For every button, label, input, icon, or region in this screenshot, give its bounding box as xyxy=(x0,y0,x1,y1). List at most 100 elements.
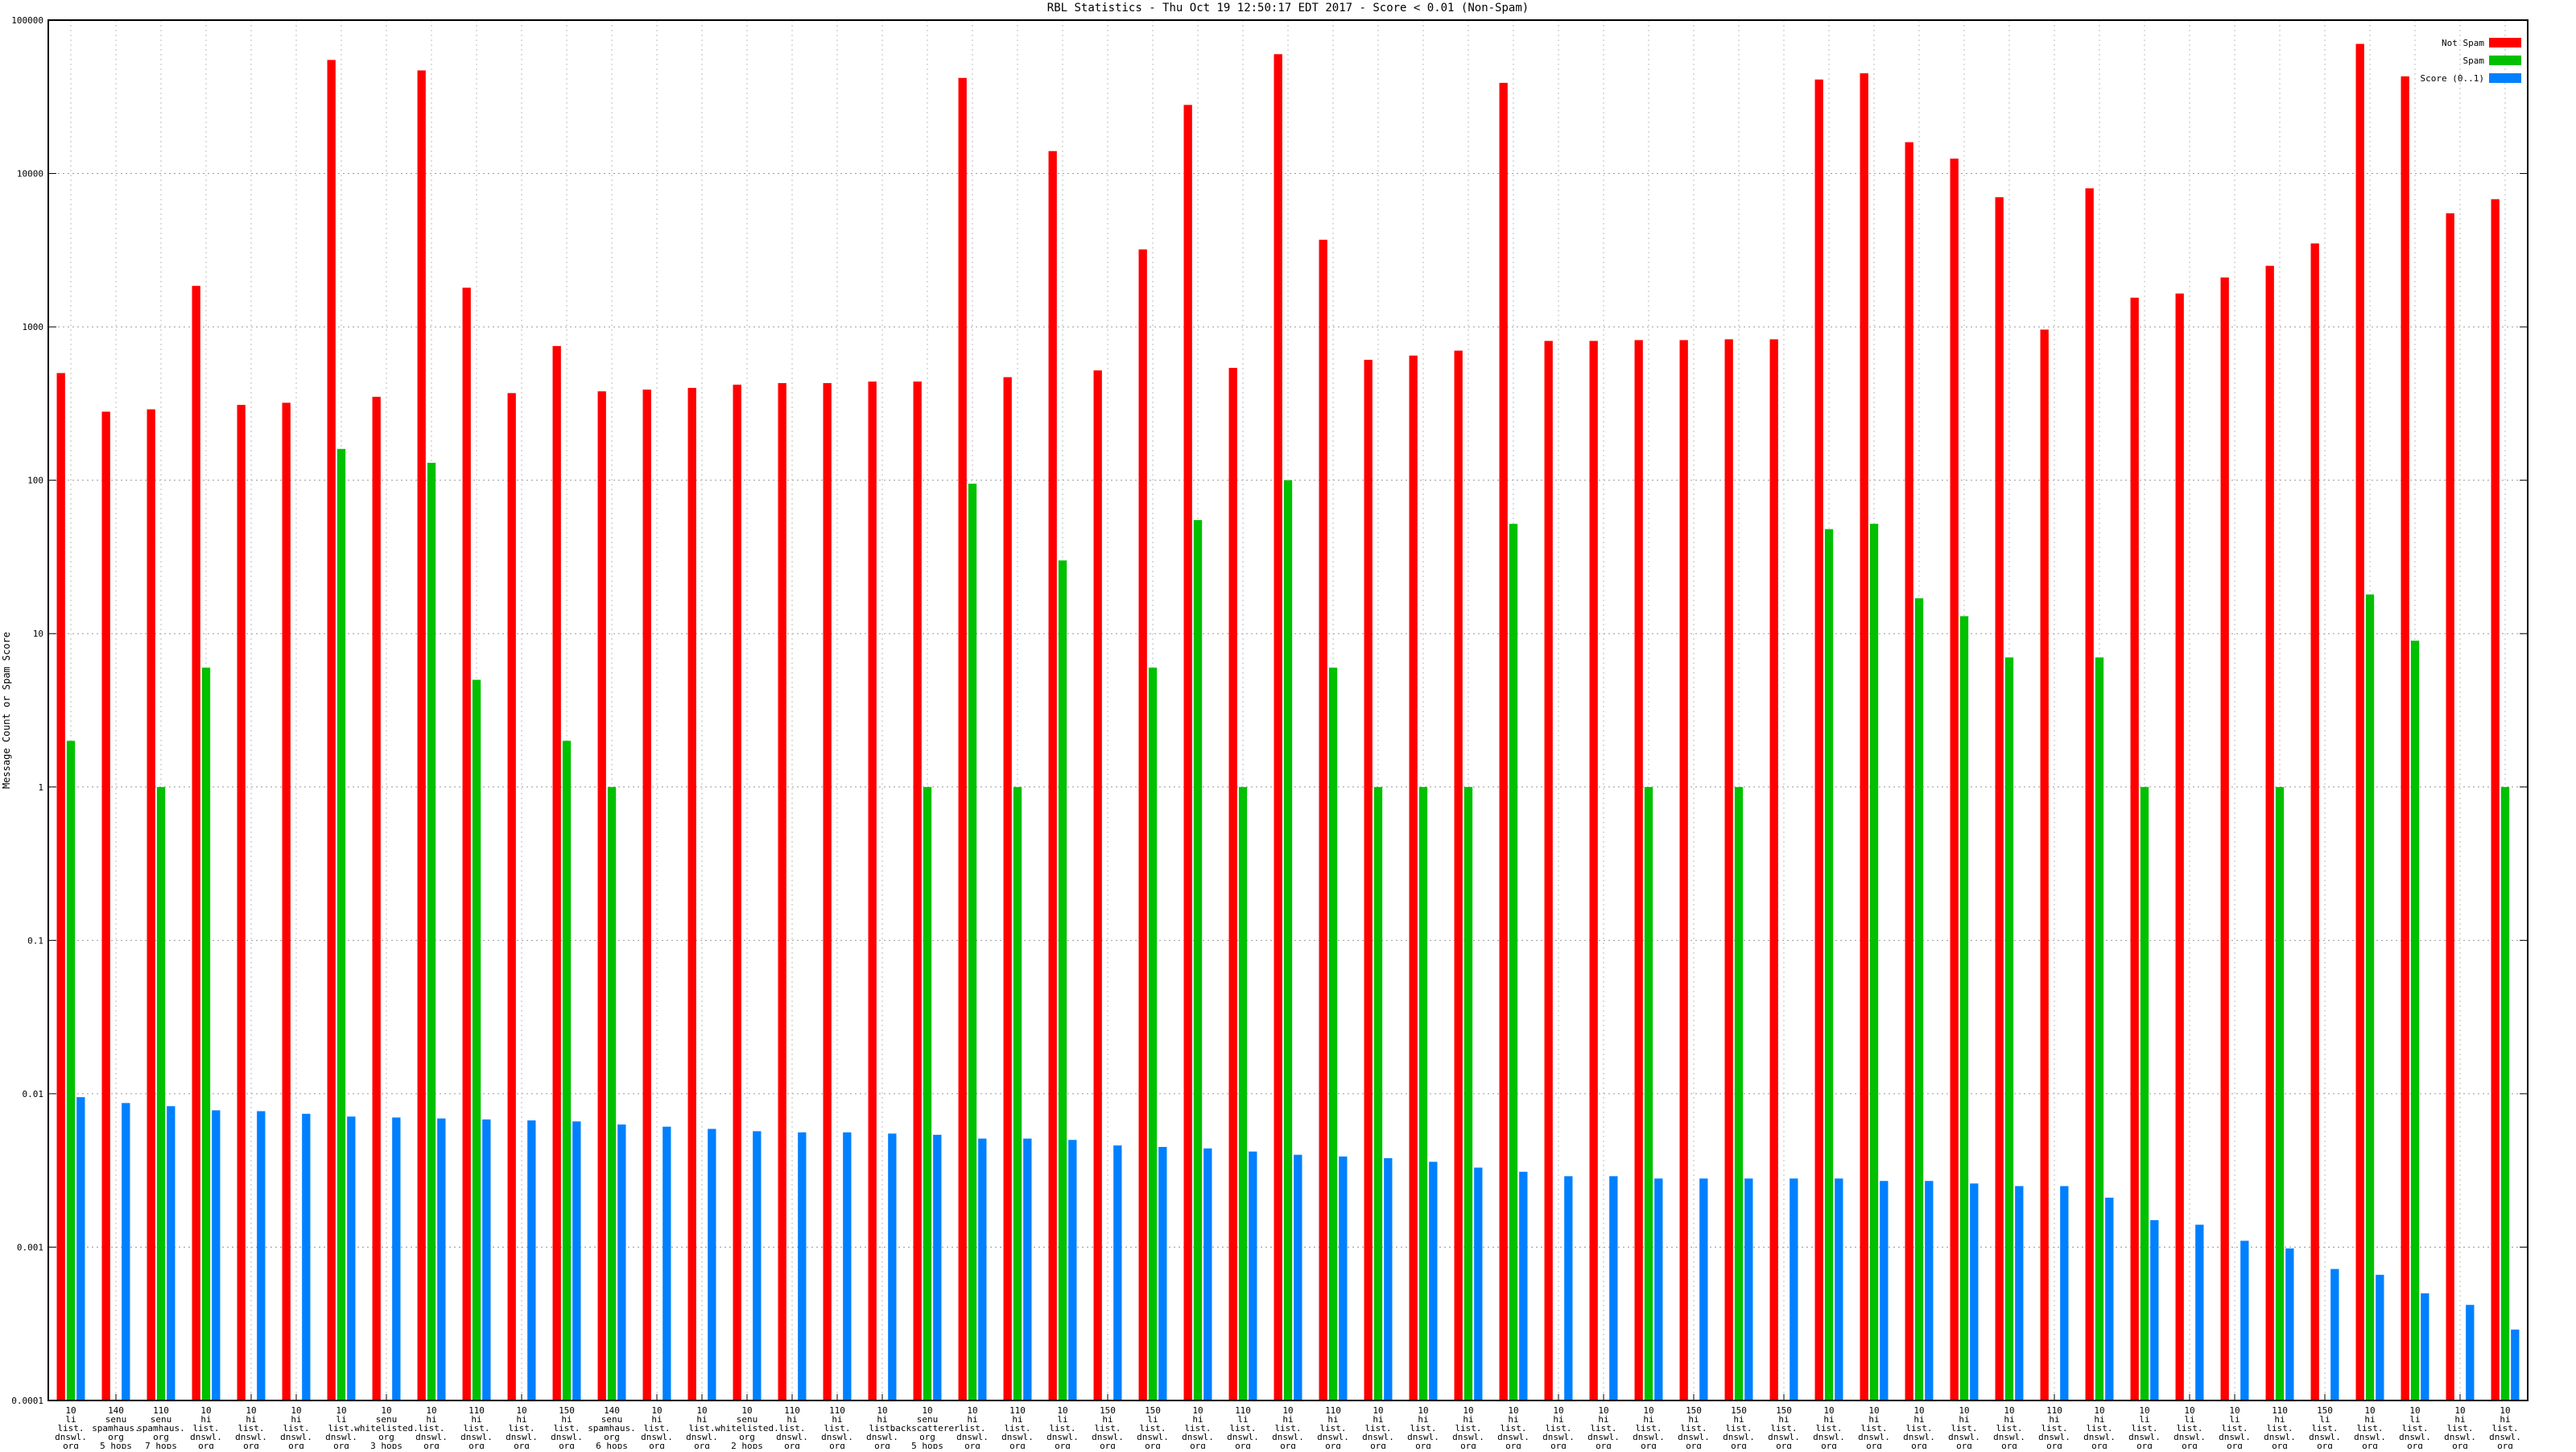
bar-score xyxy=(572,1121,581,1400)
y-tick-label: 0.01 xyxy=(23,1089,44,1099)
bar-spam xyxy=(1734,786,1744,1400)
bar-score xyxy=(2376,1274,2384,1400)
x-tick-label: 10 senu whitelisted. org 3 hops xyxy=(354,1405,418,1449)
bar-not-spam xyxy=(1769,339,1778,1400)
bar-not-spam xyxy=(2401,76,2409,1401)
bar-not-spam xyxy=(1860,73,1868,1401)
bar-not-spam xyxy=(1679,340,1688,1400)
bar-not-spam xyxy=(823,382,832,1401)
bar-spam xyxy=(2004,657,2014,1400)
bar-score xyxy=(1203,1148,1212,1400)
x-tick-label: 140 senu spamhaus. org 5 hops xyxy=(92,1405,140,1449)
bar-not-spam xyxy=(2175,293,2184,1400)
bar-spam xyxy=(336,448,346,1400)
bar-score xyxy=(2060,1186,2069,1400)
bars xyxy=(56,43,2520,1401)
bar-not-spam xyxy=(642,390,651,1400)
bar-score xyxy=(482,1119,491,1400)
bar-not-spam xyxy=(1499,82,1508,1400)
bar-not-spam xyxy=(101,411,110,1400)
bar-score xyxy=(1294,1154,1302,1400)
bar-spam xyxy=(2140,786,2149,1400)
bar-not-spam xyxy=(1093,370,1102,1400)
bar-not-spam xyxy=(958,77,967,1400)
y-tick-label: 1 xyxy=(38,782,43,793)
legend-label: Spam xyxy=(2463,56,2485,66)
bar-not-spam xyxy=(1228,368,1237,1400)
bar-score xyxy=(2466,1305,2475,1400)
bar-score xyxy=(76,1097,85,1400)
bar-spam xyxy=(66,740,76,1400)
legend-swatch xyxy=(2489,73,2521,83)
bar-spam xyxy=(923,786,932,1400)
bar-score xyxy=(1113,1145,1122,1400)
bar-score xyxy=(843,1132,852,1400)
bar-score xyxy=(1970,1183,1979,1400)
bar-score xyxy=(933,1134,942,1400)
y-tick-label: 0.0001 xyxy=(11,1396,43,1406)
bar-spam xyxy=(2365,594,2375,1400)
bar-score xyxy=(1068,1140,1077,1400)
bar-not-spam xyxy=(1138,249,1147,1400)
bar-score xyxy=(167,1106,175,1400)
bar-spam xyxy=(201,667,211,1400)
bar-not-spam xyxy=(1319,239,1327,1400)
bar-score xyxy=(2511,1329,2520,1400)
bar-not-spam xyxy=(2085,188,2094,1400)
bar-spam xyxy=(1058,560,1067,1400)
bar-not-spam xyxy=(687,387,696,1400)
y-tick-label: 100 xyxy=(27,476,43,486)
bar-spam xyxy=(2500,786,2510,1400)
bar-score xyxy=(1744,1178,1753,1400)
plot-frame xyxy=(47,19,2529,1401)
bar-score xyxy=(1158,1146,1167,1400)
bar-spam xyxy=(2275,786,2285,1400)
legend-label: Not Spam xyxy=(2442,38,2484,48)
bar-score xyxy=(798,1132,807,1400)
x-tick-label: 10 senu whitelisted. org 2 hops xyxy=(715,1405,778,1449)
bar-score xyxy=(1429,1161,1438,1400)
bar-not-spam xyxy=(868,382,877,1400)
bar-score xyxy=(1249,1151,1257,1400)
bar-not-spam xyxy=(282,402,291,1401)
bar-not-spam xyxy=(2355,43,2364,1400)
bar-spam xyxy=(968,483,977,1400)
bar-score xyxy=(1790,1178,1798,1400)
bar-not-spam xyxy=(2491,199,2500,1400)
bar-score xyxy=(2015,1186,2024,1400)
bar-score xyxy=(1609,1176,1618,1400)
bar-score xyxy=(1654,1178,1663,1400)
bar-not-spam xyxy=(2130,297,2139,1401)
bar-score xyxy=(392,1117,401,1400)
bar-not-spam xyxy=(417,70,426,1401)
bar-spam xyxy=(2095,657,2104,1400)
